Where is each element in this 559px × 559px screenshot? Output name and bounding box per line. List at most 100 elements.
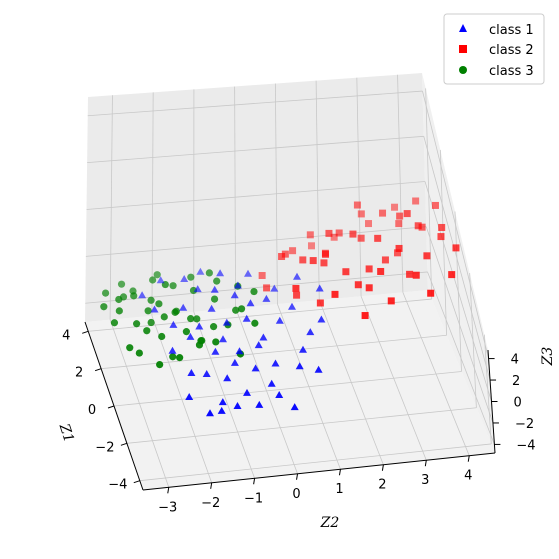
point-class-1 [169, 320, 178, 328]
grid-line-y [277, 303, 341, 470]
point-class-3 [156, 360, 164, 369]
point-class-1 [275, 316, 284, 324]
point-class-3 [129, 287, 137, 295]
point-class-1 [235, 347, 244, 355]
point-class-3 [187, 315, 195, 323]
point-class-2 [353, 201, 361, 209]
point-class-3 [115, 307, 123, 315]
point-class-1 [168, 346, 177, 354]
y-tick-mark [210, 482, 213, 489]
grid-line-y [360, 296, 427, 461]
point-class-1 [217, 406, 226, 414]
point-class-1 [242, 314, 251, 322]
floor-pane [85, 290, 495, 490]
grid-line-x [113, 371, 462, 407]
x-tick-label: 4 [62, 328, 70, 343]
point-class-2 [278, 253, 286, 261]
point-class-3 [144, 307, 152, 315]
z-axis-label: Z3 [540, 347, 556, 367]
y-tick-label: 1 [335, 482, 343, 497]
z-tick-label: 4 [511, 353, 519, 368]
y-axis-label: Z2 [320, 515, 340, 531]
point-class-1 [150, 305, 159, 313]
point-class-3 [193, 315, 201, 323]
grid-line-y [318, 300, 384, 465]
grid-line-y [402, 292, 470, 456]
point-class-3 [153, 271, 161, 279]
point-class-2 [349, 230, 357, 238]
point-class-3 [149, 276, 157, 284]
point-class-1 [202, 370, 211, 377]
grid-line-y [151, 315, 213, 483]
point-class-3 [117, 280, 126, 288]
point-class-1 [270, 284, 279, 292]
legend-marker-class-2 [459, 45, 467, 53]
point-class-2 [281, 250, 289, 258]
grid-line-z [425, 226, 494, 424]
legend-marker-class-3 [459, 66, 467, 74]
point-class-1 [314, 365, 323, 373]
point-class-2 [438, 223, 446, 231]
point-class-2 [306, 231, 314, 239]
y-tick-mark [296, 473, 299, 480]
point-class-1 [218, 398, 227, 406]
point-class-2 [357, 234, 365, 242]
point-class-3 [147, 318, 155, 327]
point-class-2 [289, 247, 297, 255]
point-class-2 [396, 212, 404, 220]
point-class-3 [158, 332, 166, 341]
y-tick-label: 3 [421, 473, 429, 488]
x-tick-mark [120, 442, 128, 446]
point-class-2 [354, 281, 362, 289]
point-class-2 [335, 229, 343, 237]
point-class-2 [263, 284, 271, 292]
point-class-1 [216, 269, 225, 277]
point-class-1 [138, 291, 147, 299]
point-class-3 [232, 306, 240, 314]
y-tick-mark [381, 464, 384, 471]
y-tick-mark [167, 487, 170, 494]
point-class-3 [119, 293, 128, 301]
point-class-2 [394, 249, 402, 257]
point-class-1 [193, 285, 202, 293]
point-class-1 [255, 400, 264, 408]
point-class-2 [387, 297, 395, 305]
grid-line-z [424, 181, 492, 402]
y-tick-mark [424, 460, 427, 467]
legend-label-class-1: class 1 [489, 23, 534, 38]
grid-line-z [427, 271, 495, 445]
point-class-1 [244, 269, 252, 277]
point-class-3 [147, 296, 155, 304]
x-tick-mark [82, 330, 89, 334]
grid-line-z [87, 90, 423, 117]
point-class-2 [437, 233, 445, 241]
x-tick-label: 2 [75, 366, 83, 381]
point-class-2 [342, 268, 350, 276]
point-class-1 [230, 291, 239, 299]
point-class-1 [251, 364, 260, 372]
point-class-3 [209, 323, 218, 331]
point-class-2 [379, 209, 387, 217]
point-class-3 [133, 320, 141, 328]
x-tick-label: −4 [108, 478, 127, 493]
y-tick-label: −3 [158, 500, 177, 515]
point-class-1 [246, 299, 255, 307]
point-class-1 [271, 359, 280, 367]
point-class-3 [172, 307, 180, 315]
y-tick-label: 2 [378, 478, 386, 493]
grid-line-z [86, 181, 426, 210]
point-class-3 [187, 273, 195, 281]
back-pane [85, 73, 428, 322]
point-class-1 [243, 388, 251, 396]
y-tick-label: 4 [464, 469, 472, 484]
point-class-2 [418, 223, 426, 231]
point-class-3 [101, 289, 110, 297]
y-tick-label: −1 [244, 491, 263, 506]
grid-line-z [85, 226, 427, 257]
point-class-3 [182, 328, 190, 336]
point-class-3 [110, 319, 119, 327]
z-tick-label: −4 [516, 438, 535, 453]
point-class-2 [331, 290, 339, 298]
x-tick-mark [107, 405, 115, 409]
point-class-2 [431, 201, 439, 209]
